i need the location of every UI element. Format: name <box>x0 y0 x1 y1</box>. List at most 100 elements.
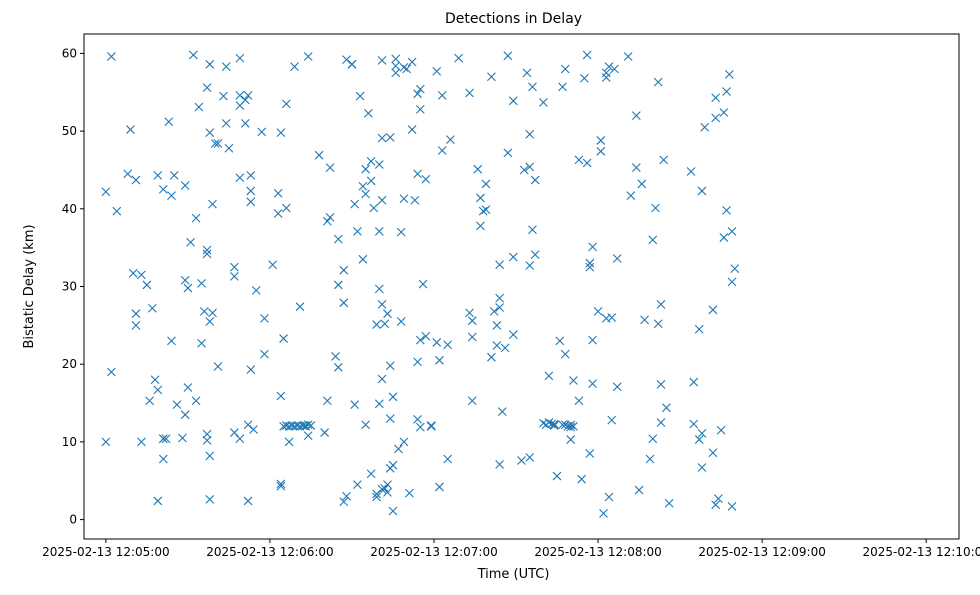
data-point <box>202 249 212 259</box>
data-point <box>415 422 425 432</box>
data-point <box>374 399 384 409</box>
x-tick-label: 2025-02-13 12:09:00 <box>698 545 825 559</box>
x-axis-label: Time (UTC) <box>477 567 550 582</box>
data-point <box>437 90 447 100</box>
data-point <box>588 335 597 345</box>
data-point <box>235 90 245 100</box>
data-point <box>325 212 335 222</box>
data-point <box>413 89 422 99</box>
x-tick-label: 2025-02-13 12:05:00 <box>42 545 169 559</box>
data-point <box>582 50 592 60</box>
data-point <box>593 306 603 316</box>
data-point <box>634 485 644 495</box>
data-point <box>169 171 179 180</box>
data-point <box>697 186 707 196</box>
data-point <box>648 235 658 245</box>
data-point <box>131 309 141 319</box>
x-tick-label: 2025-02-13 12:08:00 <box>534 545 661 559</box>
data-point <box>413 357 422 367</box>
data-point <box>366 176 376 186</box>
data-point <box>467 316 477 326</box>
data-point <box>388 392 398 402</box>
data-point <box>251 285 261 295</box>
data-point <box>372 489 381 499</box>
data-point <box>369 203 379 213</box>
data-point <box>631 163 641 173</box>
data-point <box>273 209 283 218</box>
data-point <box>350 400 360 409</box>
data-point <box>366 469 376 479</box>
data-point <box>385 132 395 142</box>
x-axis: 2025-02-13 12:05:00 2025-02-13 12:06:00 20… <box>42 539 980 559</box>
data-point <box>476 221 485 231</box>
data-point <box>128 268 138 278</box>
data-point <box>276 479 286 489</box>
y-tick-label: 40 <box>62 202 77 216</box>
data-point <box>339 298 349 308</box>
data-point <box>374 284 384 294</box>
data-point <box>588 379 597 389</box>
data-point <box>418 279 428 289</box>
data-point <box>131 320 141 330</box>
data-point <box>730 264 740 274</box>
data-point <box>260 349 269 359</box>
data-point <box>281 203 291 213</box>
data-point <box>246 365 256 375</box>
data-point <box>322 216 332 226</box>
data-point <box>358 181 368 191</box>
data-point <box>380 484 390 493</box>
data-point <box>150 375 160 385</box>
data-point <box>243 420 253 430</box>
data-point <box>574 396 584 406</box>
data-point <box>525 162 535 172</box>
data-point <box>525 261 535 270</box>
data-point <box>257 127 267 137</box>
data-point <box>645 454 655 464</box>
data-point <box>711 500 721 510</box>
data-point <box>276 481 286 491</box>
data-point <box>607 415 617 425</box>
data-point <box>421 174 431 184</box>
data-point <box>489 306 499 316</box>
data-point <box>230 262 239 272</box>
data-point <box>604 62 614 72</box>
data-point <box>339 497 349 507</box>
data-point <box>213 139 223 148</box>
data-point <box>339 265 349 275</box>
data-point <box>656 418 666 427</box>
data-point <box>377 374 387 384</box>
data-point <box>147 303 157 313</box>
data-point <box>396 227 406 237</box>
data-point <box>197 338 206 348</box>
data-point <box>303 52 313 61</box>
data-point <box>517 456 526 465</box>
data-point <box>727 501 737 511</box>
data-point <box>689 419 699 429</box>
data-point <box>500 343 510 353</box>
data-point <box>711 113 721 123</box>
data-point <box>158 454 168 464</box>
data-point <box>415 84 425 94</box>
data-point <box>435 355 444 365</box>
data-point <box>243 496 253 506</box>
data-point <box>585 258 595 268</box>
data-point <box>361 420 371 430</box>
data-point <box>588 242 597 252</box>
data-point <box>123 169 133 179</box>
data-point <box>648 434 658 444</box>
data-point <box>566 422 576 432</box>
data-point <box>276 391 286 401</box>
data-point <box>503 148 513 158</box>
data-point <box>210 139 220 148</box>
data-point <box>577 474 587 484</box>
data-point <box>415 104 425 114</box>
data-point <box>519 165 529 175</box>
data-point <box>727 226 737 236</box>
data-point <box>713 494 723 503</box>
data-point <box>158 184 168 194</box>
data-point <box>435 482 444 492</box>
data-point <box>560 349 570 359</box>
data-point <box>495 293 505 303</box>
data-point <box>478 206 488 216</box>
data-point <box>180 275 190 285</box>
